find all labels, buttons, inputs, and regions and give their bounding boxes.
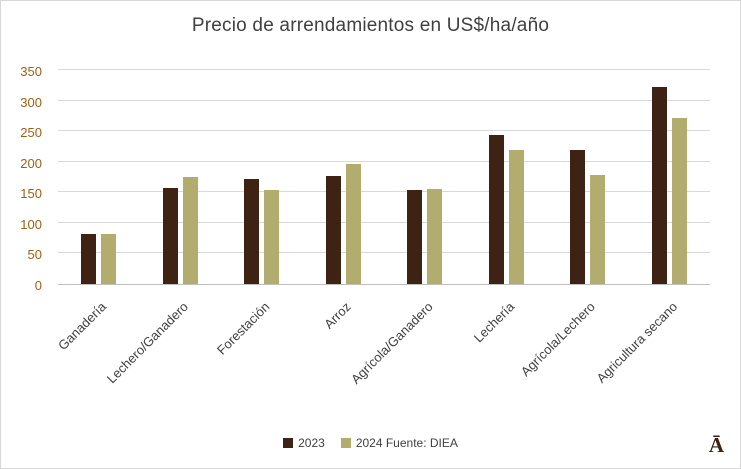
y-axis-tick-label: 200: [20, 155, 42, 171]
x-axis-category-label: Lechería: [470, 299, 517, 346]
bar-2024: [345, 163, 361, 284]
plot-area: [58, 69, 711, 285]
x-axis: Ganadería Lechero/Ganadero Forestación Arro…: [55, 293, 710, 421]
gridline: [58, 160, 710, 162]
y-axis-tick-label: 0: [34, 278, 42, 293]
bar-2023: [244, 179, 260, 284]
bar-group: [547, 71, 629, 284]
legend-swatch-2024: [340, 438, 351, 448]
bar-2024: [590, 175, 606, 284]
x-axis-category-label: Forestación: [213, 299, 273, 358]
bar-2023: [407, 189, 423, 284]
gridline: [58, 191, 710, 193]
y-axis-tick-label: 300: [20, 94, 42, 110]
brand-logo: Ā: [708, 433, 724, 457]
legend: 2023 2024 Fuente: DIEA: [1, 436, 740, 450]
chart-title: Precio de arrendamientos en US$/ha/año: [191, 15, 550, 36]
gridline: [58, 252, 710, 254]
bar-2024: [671, 118, 687, 284]
bar-2023: [162, 188, 178, 284]
legend-swatch-2023: [283, 438, 294, 448]
y-axis-tick-label: 50: [27, 247, 42, 263]
bar-2023: [570, 150, 586, 284]
x-axis-category-label: Arroz: [321, 299, 354, 332]
x-axis-category-label: Ganadería: [55, 299, 110, 354]
bar-2023: [488, 135, 504, 284]
gridline: [58, 99, 710, 101]
y-axis-tick-label: 250: [20, 125, 42, 141]
bar-group: [629, 71, 711, 284]
legend-label-2024: 2024 Fuente: DIEA: [355, 436, 458, 450]
legend-item-2024: 2024 Fuente: DIEA: [340, 436, 458, 450]
bar-2024: [182, 177, 198, 284]
x-axis-category-label: Agrícola/Lechero: [518, 299, 599, 380]
bar-2023: [325, 176, 341, 284]
bar-2024: [101, 233, 117, 284]
gridline: [58, 69, 710, 70]
y-axis: 0 50 100 150 200 250 300 350: [1, 64, 48, 293]
y-axis-tick-label: 350: [20, 64, 42, 79]
y-axis-tick-label: 100: [20, 216, 42, 232]
bar-2023: [81, 233, 97, 284]
y-axis-tick-label: 150: [20, 186, 42, 202]
bar-group: [384, 71, 466, 284]
bar-2024: [427, 188, 443, 284]
legend-label-2023: 2023: [298, 436, 325, 450]
bar-2023: [651, 86, 667, 284]
gridline: [58, 130, 710, 132]
legend-item-2023: 2023: [283, 436, 325, 450]
bar-group: [303, 71, 385, 284]
x-axis-category-label: Agricultura secano: [593, 299, 680, 386]
x-axis-category-label: Lechero/Ganadero: [103, 299, 191, 387]
bar-2024: [264, 190, 280, 284]
bar-group: [221, 71, 303, 284]
bar-group: [140, 71, 222, 284]
x-axis-category-label: Agrícola/Ganadero: [347, 299, 436, 387]
bar-2024: [508, 150, 524, 284]
gridline: [58, 221, 710, 223]
bar-group: [58, 71, 140, 284]
bar-group: [466, 71, 548, 284]
